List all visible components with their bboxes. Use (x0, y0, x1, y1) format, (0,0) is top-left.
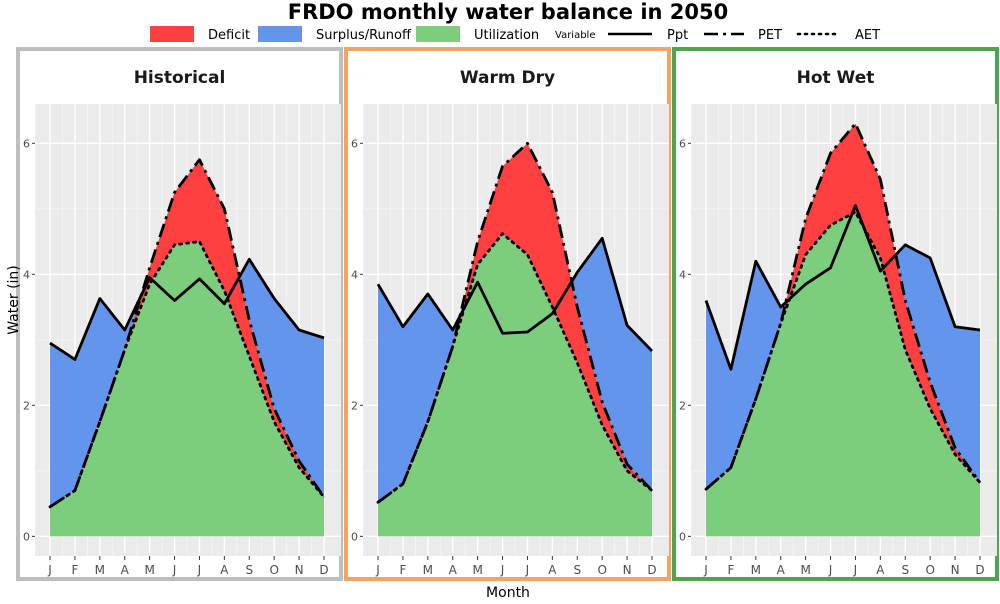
x-tick-label-0-6: J (197, 563, 202, 577)
series-line-ppt-2 (704, 204, 981, 371)
legend-label-1: Surplus/Runoff (316, 28, 412, 43)
legend-swatch-0 (150, 26, 194, 42)
surplus-area-2 (706, 244, 980, 490)
x-tick-label-2-4: M (800, 563, 810, 577)
x-tick-label-1-10: N (623, 563, 632, 577)
legend-label-2: Utilization (474, 28, 539, 43)
series-line-ppt-0 (49, 257, 325, 361)
utilization-area-0 (50, 241, 324, 537)
deficit-area-2 (780, 123, 980, 483)
panel-title-1: Warm Dry (460, 68, 555, 88)
x-tick-label-2-5: J (828, 563, 833, 577)
y-tick-label-1-3: 6 (351, 137, 358, 150)
legend-label-0: Deficit (208, 28, 250, 43)
legend-line-label-2: AET (855, 28, 880, 43)
x-tick-label-0-11: D (319, 563, 328, 577)
x-tick-label-2-2: M (751, 563, 761, 577)
y-tick-label-2-3: 6 (679, 137, 686, 150)
surplus-area-0 (50, 259, 324, 507)
x-tick-label-1-2: M (423, 563, 433, 577)
x-axis-label: Month (486, 585, 530, 600)
x-tick-label-2-3: A (777, 563, 786, 577)
legend-swatch-2 (416, 26, 460, 42)
series-line-pet-0 (49, 158, 326, 509)
series-line-pet-2 (705, 122, 982, 491)
x-tick-label-0-3: A (121, 563, 130, 577)
y-tick-label-0-3: 6 (23, 137, 30, 150)
x-tick-label-1-1: F (399, 563, 406, 577)
legend-swatch-1 (258, 26, 302, 42)
x-tick-label-1-8: S (573, 563, 581, 577)
y-tick-label-2-2: 4 (679, 268, 686, 281)
x-tick-label-2-8: S (901, 563, 909, 577)
x-tick-label-0-4: M (144, 563, 154, 577)
x-tick-label-1-6: J (525, 563, 530, 577)
y-tick-label-2-0: 0 (679, 530, 686, 543)
x-tick-label-2-0: J (703, 563, 708, 577)
x-tick-label-2-11: D (975, 563, 984, 577)
y-tick-label-0-2: 4 (23, 268, 30, 281)
x-tick-label-0-0: J (47, 563, 52, 577)
x-tick-label-0-5: J (172, 563, 177, 577)
x-tick-label-0-8: S (245, 563, 253, 577)
x-tick-label-1-0: J (375, 563, 380, 577)
deficit-area-1 (452, 143, 652, 491)
surplus-area-1 (378, 238, 652, 503)
x-tick-label-0-10: N (295, 563, 304, 577)
series-line-ppt-1 (376, 236, 654, 352)
x-tick-label-2-1: F (727, 563, 734, 577)
x-tick-label-0-2: M (95, 563, 105, 577)
y-tick-label-1-2: 4 (351, 268, 358, 281)
y-axis-label: Water (in) (6, 265, 22, 335)
panel-title-2: Hot Wet (797, 68, 875, 88)
x-tick-label-1-3: A (449, 563, 458, 577)
x-tick-label-0-1: F (71, 563, 78, 577)
utilization-area-2 (706, 212, 980, 537)
y-tick-label-1-1: 2 (351, 399, 358, 412)
y-tick-label-2-1: 2 (679, 399, 686, 412)
x-tick-label-2-10: N (951, 563, 960, 577)
x-tick-label-1-4: M (472, 563, 482, 577)
x-tick-label-0-7: A (220, 563, 229, 577)
legend-line-label-0: Ppt (667, 28, 688, 43)
x-tick-label-1-7: A (548, 563, 557, 577)
y-tick-label-1-0: 0 (351, 530, 358, 543)
legend: Deficit Surplus/Runoff Utilization Variable… (150, 26, 880, 43)
x-tick-label-2-6: J (853, 563, 858, 577)
x-tick-label-1-5: J (500, 563, 505, 577)
utilization-area-1 (378, 233, 652, 537)
x-tick-label-1-9: O (597, 563, 606, 577)
x-tick-label-2-9: O (925, 563, 934, 577)
y-tick-label-0-0: 0 (23, 530, 30, 543)
legend-variable-title: Variable (555, 30, 596, 41)
legend-line-label-1: PET (758, 28, 782, 43)
y-tick-label-0-1: 2 (23, 399, 30, 412)
x-tick-label-0-9: O (269, 563, 278, 577)
series-line-pet-1 (377, 141, 654, 504)
panel-title-0: Historical (134, 68, 226, 88)
x-tick-label-2-7: A (876, 563, 885, 577)
x-tick-label-1-11: D (647, 563, 656, 577)
chart-title: FRDO monthly water balance in 2050 (288, 0, 729, 24)
